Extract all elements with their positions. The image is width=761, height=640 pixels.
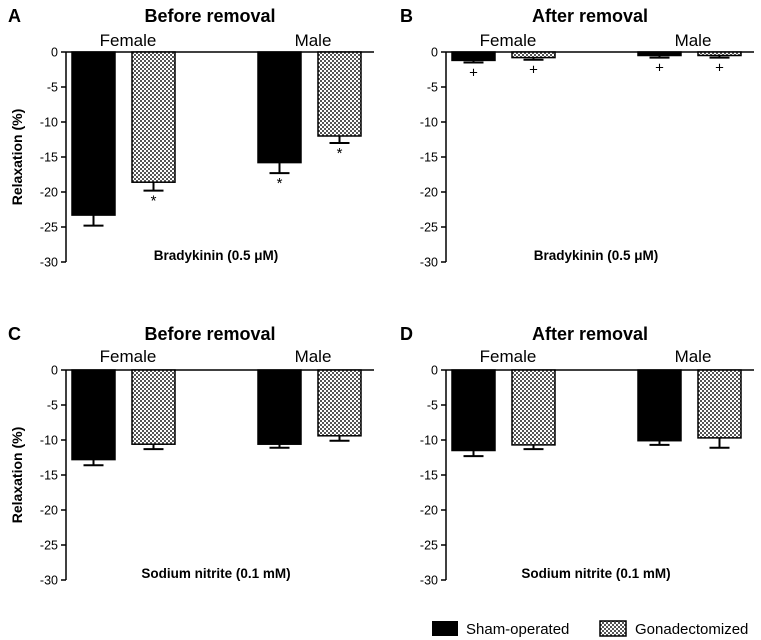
y-tick-label: -25 [40, 539, 58, 553]
panel-title: After removal [532, 6, 648, 26]
bar-sham-male [637, 51, 682, 57]
y-tick-label: -15 [40, 151, 58, 165]
x-axis-label: Sodium nitrite (0.1 mM) [141, 566, 290, 581]
group-label: Female [480, 347, 537, 366]
y-tick-label: -5 [47, 399, 58, 413]
group-label: Female [480, 31, 537, 50]
y-tick-label: -20 [40, 504, 58, 518]
bar-gonadectomized-male [697, 369, 742, 439]
y-tick-label: -20 [40, 186, 58, 200]
y-tick-label: -25 [420, 221, 438, 235]
legend-swatch-sham [432, 621, 458, 636]
x-axis-label: Sodium nitrite (0.1 mM) [521, 566, 670, 581]
y-axis-label: Relaxation (%) [9, 109, 25, 205]
significance-marker: * [337, 145, 343, 162]
group-label: Male [675, 31, 712, 50]
panel-b: B After removal Female Male 0 -5 -10 -15 -20 -25 -… [400, 6, 754, 270]
bar-gonadectomized-male [317, 369, 362, 437]
y-tick-label: -30 [420, 574, 438, 588]
legend-label-sham: Sham-operated [466, 621, 569, 638]
y-tick-label: -10 [420, 434, 438, 448]
y-tick-label: -15 [40, 469, 58, 483]
y-tick-label: -30 [420, 256, 438, 270]
y-tick-label: -25 [420, 539, 438, 553]
panel-letter: B [400, 6, 413, 26]
y-tick-label: -30 [40, 574, 58, 588]
panel-title: After removal [532, 324, 648, 344]
y-tick-label: 0 [431, 364, 438, 378]
significance-marker: * [151, 193, 157, 210]
bar-gonadectomized-male [317, 51, 362, 137]
bar-sham-female [71, 51, 116, 216]
legend-swatch-gonadectomized [599, 620, 627, 637]
panel-letter: C [8, 324, 21, 344]
y-tick-label: -15 [420, 151, 438, 165]
panel-d: D After removal Female Male 0 -5 -10 -15 -20 -25 -… [400, 324, 754, 588]
y-tick-label: -10 [40, 116, 58, 130]
significance-marker: * [277, 175, 283, 192]
panel-letter: D [400, 324, 413, 344]
y-tick-label: 0 [431, 46, 438, 60]
bar-sham-female [451, 51, 496, 62]
group-label: Male [295, 31, 332, 50]
y-tick-label: -5 [427, 81, 438, 95]
panel-c: C Before removal Female Male 0 -5 -10 -15 -20 -25… [8, 324, 374, 588]
y-tick-label: -20 [420, 504, 438, 518]
group-label: Male [675, 347, 712, 366]
group-label: Female [100, 347, 157, 366]
bar-gonadectomized-male [697, 51, 742, 57]
panel-title: Before removal [144, 6, 275, 26]
bar-sham-male [257, 51, 302, 164]
y-tick-label: -25 [40, 221, 58, 235]
bar-gonadectomized-female [131, 51, 176, 183]
y-tick-label: -30 [40, 256, 58, 270]
group-label: Female [100, 31, 157, 50]
y-tick-label: -5 [427, 399, 438, 413]
bar-sham-female [71, 369, 116, 461]
bar-sham-female [451, 369, 496, 452]
bar-sham-male [637, 369, 682, 442]
bar-gonadectomized-female [511, 369, 556, 446]
legend: Sham-operated Gonadectomized [432, 620, 748, 638]
panel-letter: A [8, 6, 21, 26]
significance-marker: + [715, 60, 724, 77]
y-axis-label: Relaxation (%) [9, 427, 25, 523]
y-tick-label: -15 [420, 469, 438, 483]
panel-title: Before removal [144, 324, 275, 344]
x-axis-label: Bradykinin (0.5 μM) [534, 248, 659, 263]
bar-gonadectomized-female [131, 369, 176, 445]
y-tick-label: 0 [51, 46, 58, 60]
significance-marker: + [469, 65, 478, 82]
significance-marker: + [529, 62, 538, 79]
y-tick-label: -10 [420, 116, 438, 130]
y-tick-label: -10 [40, 434, 58, 448]
y-tick-label: -5 [47, 81, 58, 95]
bar-gonadectomized-female [511, 51, 556, 59]
group-label: Male [295, 347, 332, 366]
bar-sham-male [257, 369, 302, 445]
x-axis-label: Bradykinin (0.5 μM) [154, 248, 279, 263]
y-tick-label: -20 [420, 186, 438, 200]
significance-marker: + [655, 60, 664, 77]
panels: A Before removal Female Male 0 -5 -10 -15 -20 -25… [8, 6, 754, 588]
panel-a: A Before removal Female Male 0 -5 -10 -15 -20 -25… [8, 6, 374, 270]
y-tick-label: 0 [51, 364, 58, 378]
legend-label-gonadectomized: Gonadectomized [635, 621, 748, 638]
